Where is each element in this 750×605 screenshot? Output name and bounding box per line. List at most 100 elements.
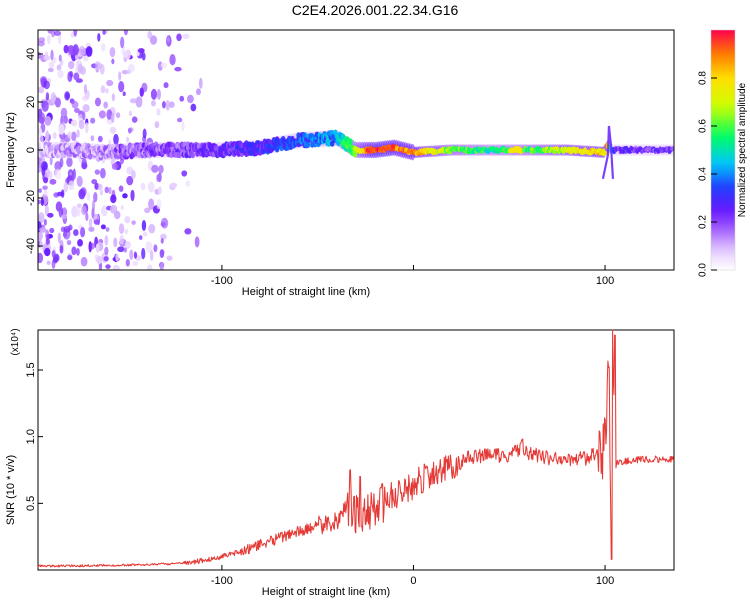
bottom-y-tick-label: 0.5 bbox=[25, 496, 37, 511]
spectrogram-speckle bbox=[76, 203, 82, 209]
spectrogram-speckle bbox=[131, 116, 138, 123]
spectrogram-speckle bbox=[158, 164, 164, 174]
spectrogram-speckle bbox=[52, 131, 57, 140]
spectrogram-speckle bbox=[113, 133, 119, 145]
spectrogram-speckle bbox=[104, 235, 109, 246]
spectrogram-speckle bbox=[38, 112, 46, 124]
spectrogram-speckle bbox=[81, 158, 88, 170]
spectrogram-speckle bbox=[198, 77, 203, 89]
spectrogram-speckle bbox=[60, 107, 68, 119]
spectrogram-speckle bbox=[38, 252, 44, 264]
spectrogram-speckle bbox=[46, 260, 51, 266]
spectrogram-speckle bbox=[124, 215, 131, 224]
snr-line-series bbox=[37, 329, 675, 568]
spectrogram-speckle bbox=[124, 240, 131, 249]
spectrogram-speckle bbox=[78, 188, 86, 200]
spectrogram-speckle bbox=[41, 100, 49, 112]
spectrogram-speckle bbox=[82, 111, 86, 121]
spectrogram-speckle bbox=[115, 112, 121, 119]
colorbar-label: Normalized spectral amplitude bbox=[737, 82, 748, 217]
spectrogram-speckle bbox=[98, 110, 106, 119]
spectrogram-speckle bbox=[96, 255, 103, 265]
spectrogram-speckle bbox=[115, 253, 120, 262]
spectrogram-speckle bbox=[45, 237, 51, 245]
spectrogram-speckle bbox=[71, 246, 77, 256]
spectrogram-speckle bbox=[103, 256, 109, 262]
spectrogram-speckle bbox=[95, 60, 101, 71]
spectrogram-speckle bbox=[122, 193, 128, 199]
spectrogram-speckle bbox=[122, 91, 126, 97]
spectrogram-ridge-cell bbox=[670, 146, 674, 151]
spectrogram-speckle bbox=[101, 205, 108, 217]
bottom-x-axis-label: Height of straight line (km) bbox=[262, 586, 390, 598]
bottom-plot-frame bbox=[37, 329, 675, 571]
spectrogram-speckle bbox=[54, 161, 62, 171]
spectrogram-speckle bbox=[124, 228, 129, 235]
spectrogram-speckle bbox=[53, 30, 62, 36]
spectrogram-speckle bbox=[140, 182, 146, 191]
spectrogram-speckle bbox=[104, 186, 109, 194]
spectrogram-speckle bbox=[38, 51, 42, 59]
spectrogram-speckle bbox=[125, 136, 130, 143]
spectrogram-speckle bbox=[67, 131, 73, 139]
spectrogram-speckle bbox=[49, 227, 55, 234]
spectrogram-speckle bbox=[106, 79, 114, 87]
spectrogram-area bbox=[38, 30, 674, 270]
spectrogram-speckle bbox=[182, 33, 190, 40]
spectrogram-speckle bbox=[156, 198, 162, 210]
spectrogram-speckle bbox=[145, 241, 153, 253]
spectrogram-speckle bbox=[94, 182, 99, 190]
spectrogram-speckle bbox=[42, 185, 48, 191]
spectrogram-speckle bbox=[109, 126, 117, 134]
spectrogram-speckle bbox=[88, 241, 92, 253]
spectrogram-speckle bbox=[181, 170, 188, 177]
spectrogram-speckle bbox=[38, 86, 45, 94]
spectrogram-speckle bbox=[126, 175, 134, 186]
spectrogram-speckle bbox=[165, 99, 170, 111]
spectrogram-speckle bbox=[76, 207, 81, 217]
spectrogram-speckle bbox=[160, 62, 168, 69]
spectrogram-speckle bbox=[43, 80, 50, 90]
spectrogram-speckle bbox=[80, 256, 88, 267]
spectrogram-speckle bbox=[47, 67, 54, 73]
spectrogram-speckle bbox=[196, 88, 201, 96]
spectrogram-ridge-cell bbox=[603, 151, 607, 156]
spectrogram-speckle bbox=[59, 244, 64, 254]
spectrogram-speckle bbox=[82, 55, 89, 62]
spectrogram-speckle bbox=[174, 66, 182, 72]
spectrogram-speckle bbox=[109, 204, 118, 214]
spectrogram-speckle bbox=[149, 250, 154, 262]
spectrogram-speckle bbox=[148, 223, 156, 234]
spectrogram-speckle bbox=[85, 212, 89, 222]
top-y-tick-label: 20 bbox=[25, 96, 37, 108]
spectrogram-speckle bbox=[194, 236, 200, 248]
spectrogram-speckle bbox=[77, 63, 84, 75]
spectrogram-speckle bbox=[45, 130, 50, 142]
spectrogram-speckle bbox=[68, 60, 75, 70]
spectrogram-speckle bbox=[120, 204, 124, 211]
spectrogram-speckle bbox=[118, 81, 125, 93]
spectrogram-speckle bbox=[88, 226, 95, 232]
spectrogram-speckle bbox=[161, 101, 166, 109]
spectrogram-speckle bbox=[38, 212, 45, 224]
spectrogram-speckle bbox=[148, 198, 155, 210]
colorbar-tick-label: 0.2 bbox=[698, 215, 709, 229]
spectrogram-speckle bbox=[147, 181, 155, 193]
spectrogram-speckle bbox=[73, 229, 79, 236]
spectrogram-speckle bbox=[104, 246, 109, 256]
spectrogram-speckle bbox=[156, 88, 161, 100]
spectrogram-speckle bbox=[160, 221, 166, 227]
spectrogram-speckle bbox=[129, 249, 134, 261]
spectrogram-speckle bbox=[179, 95, 185, 102]
spectrogram-speckle bbox=[50, 30, 56, 38]
spectrogram-artifact-spike bbox=[601, 125, 615, 180]
spectrogram-speckle bbox=[74, 107, 80, 114]
top-x-tick-label: -100 bbox=[211, 275, 233, 287]
spectrogram-speckle bbox=[57, 69, 64, 79]
spectrogram-speckle bbox=[111, 93, 116, 102]
spectrogram-speckle bbox=[94, 97, 101, 107]
spectrogram-speckle bbox=[76, 175, 83, 187]
spectrogram-speckle bbox=[150, 88, 158, 100]
spectrogram-speckle bbox=[40, 161, 48, 172]
spectrogram-ridge-cell bbox=[296, 132, 301, 139]
